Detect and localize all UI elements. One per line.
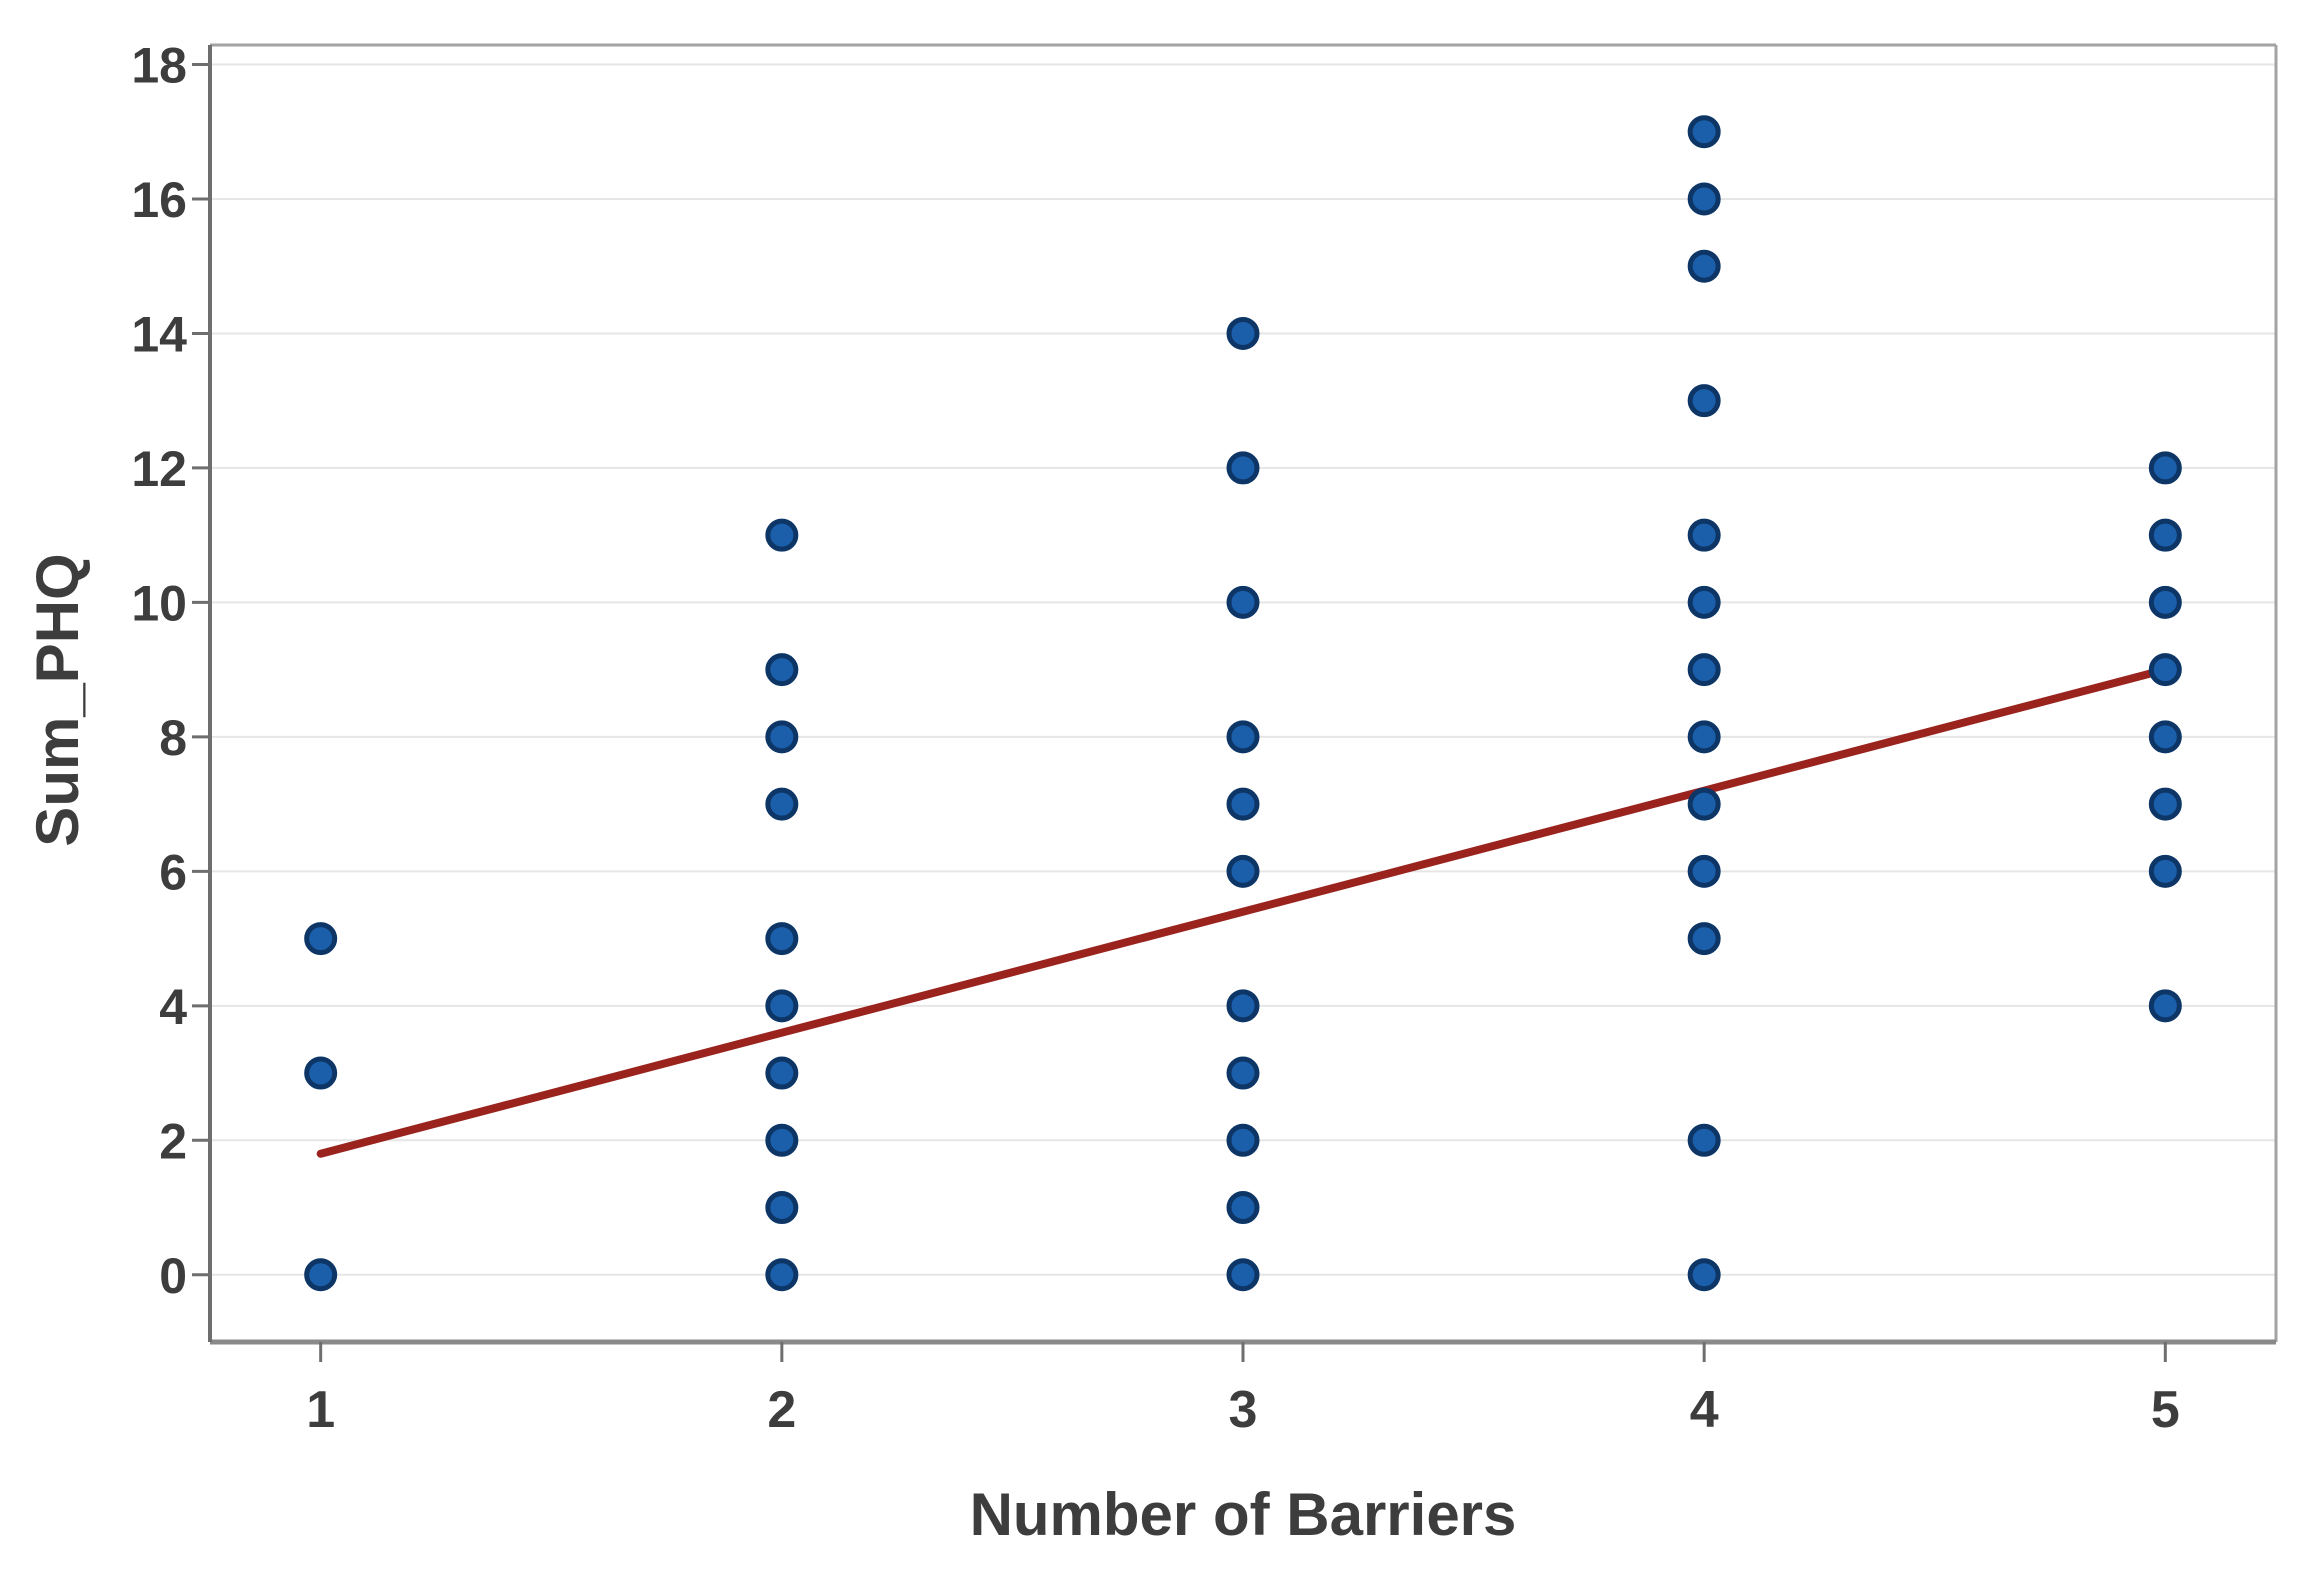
data-point-x3-y3: [1226, 1056, 1260, 1090]
data-point-x2-y7: [765, 787, 799, 821]
data-point-x2-y11: [765, 518, 799, 552]
data-point-x1-y3: [304, 1056, 338, 1090]
y-tick-label-12: 12: [131, 441, 187, 497]
data-point-x4-y8: [1687, 720, 1721, 754]
y-tick-label-8: 8: [159, 710, 187, 766]
fitted-line: [316, 665, 2170, 1158]
y-tick-label-6: 6: [159, 844, 187, 900]
data-point-x4-y10: [1687, 585, 1721, 619]
data-point-x5-y7: [2148, 787, 2182, 821]
y-axis-ticks: 0 2 4 6 8 10 12 14 16 18: [131, 37, 210, 1304]
data-point-x4-y16: [1687, 182, 1721, 216]
data-point-x3-y10: [1226, 585, 1260, 619]
data-point-x3-y2: [1226, 1123, 1260, 1157]
data-point-x2-y3: [765, 1056, 799, 1090]
data-point-x1-y0: [304, 1258, 338, 1292]
data-point-x4-y7: [1687, 787, 1721, 821]
x-tick-label-4: 4: [1690, 1381, 1719, 1439]
y-tick-label-10: 10: [131, 575, 187, 631]
y-tick-label-14: 14: [131, 306, 187, 362]
data-point-x4-y13: [1687, 384, 1721, 418]
data-point-x5-y8: [2148, 720, 2182, 754]
data-points: [304, 115, 2182, 1292]
data-point-x3-y0: [1226, 1258, 1260, 1292]
data-point-x4-y2: [1687, 1123, 1721, 1157]
data-point-x3-y6: [1226, 854, 1260, 888]
x-tick-label-1: 1: [306, 1381, 335, 1439]
data-point-x3-y8: [1226, 720, 1260, 754]
x-tick-label-5: 5: [2151, 1381, 2180, 1439]
data-point-x5-y9: [2148, 653, 2182, 687]
data-point-x3-y4: [1226, 989, 1260, 1023]
data-point-x2-y5: [765, 922, 799, 956]
data-point-x4-y6: [1687, 854, 1721, 888]
data-point-x5-y10: [2148, 585, 2182, 619]
data-point-x2-y4: [765, 989, 799, 1023]
data-point-x2-y8: [765, 720, 799, 754]
data-point-x2-y1: [765, 1191, 799, 1225]
data-point-x5-y12: [2148, 451, 2182, 485]
data-point-x5-y11: [2148, 518, 2182, 552]
data-point-x4-y17: [1687, 115, 1721, 149]
data-point-x4-y5: [1687, 922, 1721, 956]
data-point-x4-y9: [1687, 653, 1721, 687]
data-point-x3-y7: [1226, 787, 1260, 821]
fit-line-group: [316, 665, 2170, 1158]
data-point-x2-y2: [765, 1123, 799, 1157]
gridlines: [210, 63, 2276, 1276]
y-tick-label-4: 4: [159, 979, 187, 1035]
data-point-x4-y11: [1687, 518, 1721, 552]
data-point-x4-y15: [1687, 249, 1721, 283]
x-axis-title: Number of Barriers: [970, 1481, 1517, 1548]
y-tick-label-18: 18: [131, 37, 187, 93]
x-tick-label-3: 3: [1229, 1381, 1258, 1439]
data-point-x1-y5: [304, 922, 338, 956]
data-point-x4-y0: [1687, 1258, 1721, 1292]
data-point-x3-y14: [1226, 316, 1260, 350]
data-point-x2-y9: [765, 653, 799, 687]
y-axis-title: Sum_PHQ: [24, 553, 91, 846]
data-point-x2-y0: [765, 1258, 799, 1292]
data-point-x5-y4: [2148, 989, 2182, 1023]
data-point-x3-y12: [1226, 451, 1260, 485]
y-tick-label-0: 0: [159, 1248, 187, 1304]
data-point-x3-y1: [1226, 1191, 1260, 1225]
data-point-x5-y6: [2148, 854, 2182, 888]
x-tick-label-2: 2: [767, 1381, 796, 1439]
y-tick-label-16: 16: [131, 172, 187, 228]
y-tick-label-2: 2: [159, 1113, 187, 1169]
x-axis-ticks: 1 2 3 4 5: [306, 1342, 2180, 1439]
